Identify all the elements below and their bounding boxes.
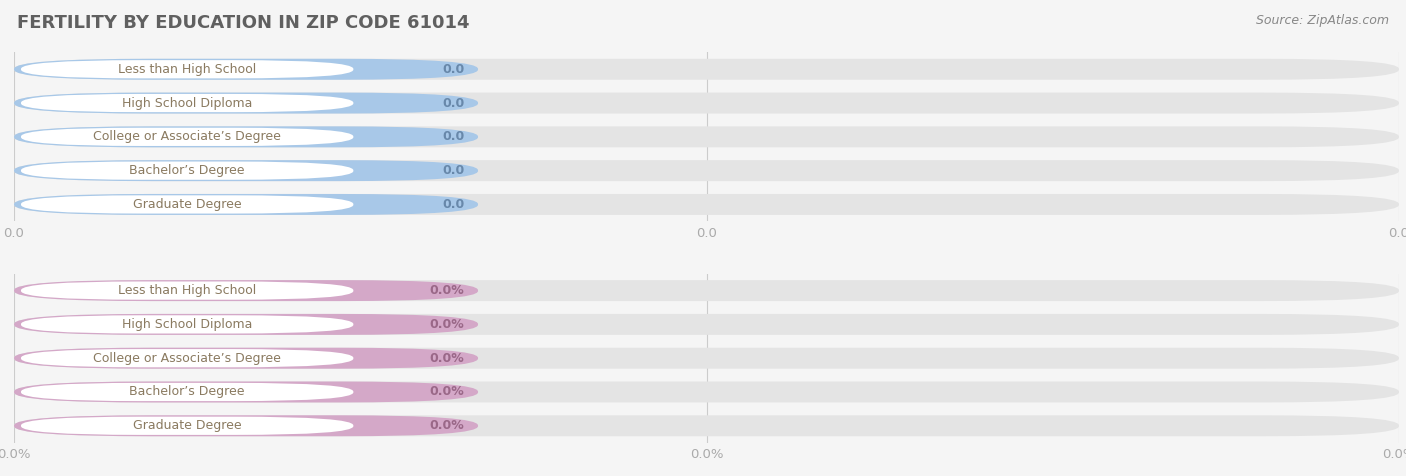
Text: 0.0: 0.0 [441, 198, 464, 211]
FancyBboxPatch shape [21, 349, 353, 367]
FancyBboxPatch shape [14, 160, 478, 181]
FancyBboxPatch shape [14, 194, 1399, 215]
Text: 0.0%: 0.0% [429, 419, 464, 432]
Text: 0.0%: 0.0% [429, 352, 464, 365]
FancyBboxPatch shape [14, 92, 478, 114]
Text: 0.0: 0.0 [441, 63, 464, 76]
Text: 0.0: 0.0 [441, 97, 464, 109]
FancyBboxPatch shape [21, 128, 353, 146]
FancyBboxPatch shape [21, 416, 353, 435]
Text: College or Associate’s Degree: College or Associate’s Degree [93, 130, 281, 143]
FancyBboxPatch shape [21, 60, 353, 79]
FancyBboxPatch shape [14, 280, 478, 301]
FancyBboxPatch shape [14, 381, 478, 403]
Text: 0.0: 0.0 [441, 130, 464, 143]
FancyBboxPatch shape [21, 94, 353, 112]
Text: High School Diploma: High School Diploma [122, 318, 252, 331]
Text: Bachelor’s Degree: Bachelor’s Degree [129, 164, 245, 177]
Text: 0.0%: 0.0% [429, 386, 464, 398]
FancyBboxPatch shape [14, 347, 1399, 369]
Text: High School Diploma: High School Diploma [122, 97, 252, 109]
Text: Graduate Degree: Graduate Degree [132, 198, 242, 211]
Text: 0.0%: 0.0% [429, 284, 464, 297]
FancyBboxPatch shape [14, 280, 1399, 301]
FancyBboxPatch shape [21, 195, 353, 214]
Text: Bachelor’s Degree: Bachelor’s Degree [129, 386, 245, 398]
FancyBboxPatch shape [14, 59, 478, 80]
FancyBboxPatch shape [14, 160, 1399, 181]
FancyBboxPatch shape [14, 314, 1399, 335]
Text: Less than High School: Less than High School [118, 284, 256, 297]
FancyBboxPatch shape [14, 126, 1399, 148]
Text: 0.0: 0.0 [441, 164, 464, 177]
FancyBboxPatch shape [14, 194, 478, 215]
Text: College or Associate’s Degree: College or Associate’s Degree [93, 352, 281, 365]
FancyBboxPatch shape [14, 347, 478, 369]
FancyBboxPatch shape [14, 381, 1399, 403]
FancyBboxPatch shape [21, 281, 353, 300]
FancyBboxPatch shape [14, 314, 478, 335]
FancyBboxPatch shape [14, 126, 478, 148]
FancyBboxPatch shape [14, 415, 1399, 436]
FancyBboxPatch shape [14, 415, 478, 436]
Text: 0.0%: 0.0% [429, 318, 464, 331]
FancyBboxPatch shape [14, 92, 1399, 114]
FancyBboxPatch shape [21, 383, 353, 401]
Text: Source: ZipAtlas.com: Source: ZipAtlas.com [1256, 14, 1389, 27]
Text: Graduate Degree: Graduate Degree [132, 419, 242, 432]
Text: Less than High School: Less than High School [118, 63, 256, 76]
FancyBboxPatch shape [14, 59, 1399, 80]
Text: FERTILITY BY EDUCATION IN ZIP CODE 61014: FERTILITY BY EDUCATION IN ZIP CODE 61014 [17, 14, 470, 32]
FancyBboxPatch shape [21, 161, 353, 180]
FancyBboxPatch shape [21, 315, 353, 334]
